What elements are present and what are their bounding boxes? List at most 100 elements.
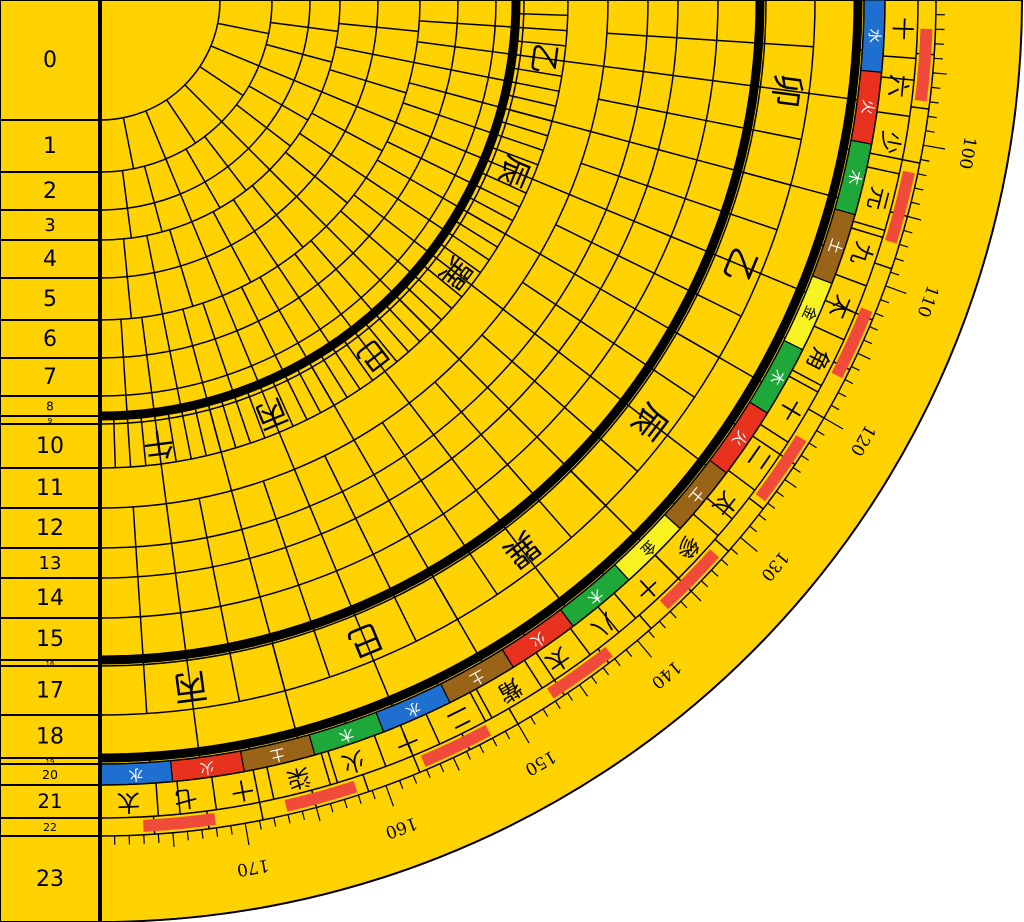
ring-division — [259, 596, 272, 638]
ring-division — [368, 235, 399, 262]
ring-division — [261, 391, 280, 433]
ring-division — [442, 513, 468, 550]
ring-division — [393, 596, 417, 642]
ring-division — [259, 276, 280, 311]
ring-division — [168, 229, 182, 267]
ring-division — [230, 244, 252, 283]
ring-division — [413, 61, 452, 71]
ring-division — [670, 235, 711, 254]
degree-tick — [758, 514, 767, 521]
ring-label: 火 — [198, 758, 215, 777]
ring-division — [220, 451, 233, 491]
ring-division — [372, 53, 414, 64]
cell-divider — [266, 766, 275, 800]
ring-division — [132, 506, 137, 547]
ring-label: 火 — [858, 99, 877, 116]
cell-divider — [311, 366, 335, 406]
ring-division — [600, 288, 636, 310]
degree-tick — [749, 525, 758, 533]
ring-division — [473, 199, 514, 222]
index-cell — [0, 319, 101, 359]
ring-division — [511, 360, 536, 382]
ring-division — [603, 65, 644, 73]
degree-tick — [669, 611, 677, 619]
ring-division — [274, 385, 294, 427]
degree-tick — [201, 829, 204, 839]
ring-division — [137, 576, 142, 617]
ring-division — [378, 318, 410, 353]
ring-division — [334, 352, 361, 390]
index-cell — [0, 835, 101, 922]
degree-tick — [823, 417, 844, 430]
ring-division — [486, 386, 510, 410]
ring-division — [696, 293, 742, 317]
ring-division — [555, 224, 592, 244]
degree-tick — [542, 708, 549, 717]
ring-division — [204, 136, 229, 168]
ring-division — [753, 129, 802, 141]
ring-division — [600, 438, 639, 472]
ring-division — [505, 122, 549, 137]
ring-division — [232, 199, 256, 232]
ring-division — [247, 147, 271, 171]
degree-tick — [880, 299, 890, 304]
ring-division — [606, 32, 647, 37]
ring-division — [760, 86, 809, 95]
degree-tick — [648, 630, 655, 639]
ring-division — [365, 79, 407, 94]
ring-division — [613, 342, 650, 368]
ring-division — [712, 79, 755, 87]
red-band — [420, 724, 492, 767]
ring-division — [633, 220, 672, 238]
cell-divider — [727, 469, 756, 491]
ring-label: 少 — [874, 129, 904, 156]
ring-division — [199, 66, 244, 97]
ring-division — [278, 309, 299, 344]
ring-division — [357, 335, 386, 372]
ring-label: 乙 — [524, 41, 564, 76]
ring-division — [281, 104, 309, 121]
ring-division — [598, 98, 638, 108]
index-label: 16 — [46, 660, 55, 668]
ring-division — [716, 39, 759, 44]
ring-division — [258, 802, 264, 821]
ring-division — [684, 197, 726, 213]
ring-division — [257, 320, 276, 356]
degree-tick — [329, 803, 334, 813]
ring-division — [501, 135, 544, 152]
ring-division — [251, 185, 277, 216]
cell-divider — [882, 55, 916, 60]
ring-division — [408, 402, 435, 436]
ring-division — [469, 553, 498, 595]
ring-division — [335, 570, 354, 611]
index-label: 15 — [36, 627, 64, 652]
ring-division — [353, 439, 375, 475]
ring-label: 卯 — [764, 71, 808, 110]
ring-label: 十 — [888, 17, 915, 41]
degree-tick — [690, 590, 702, 602]
ring-division — [409, 178, 444, 199]
ring-division — [323, 359, 348, 398]
ring-division — [195, 412, 208, 456]
degree-tick — [808, 442, 817, 449]
ring-division — [427, 268, 463, 298]
ring-division — [637, 106, 668, 114]
ring-division — [344, 130, 383, 152]
ring-division — [555, 303, 582, 322]
ring-division — [521, 281, 557, 306]
ring-division — [760, 272, 801, 291]
ring-label: 土 — [268, 744, 286, 764]
ring-division — [408, 534, 431, 572]
ring-division — [140, 421, 147, 466]
ring-division — [182, 308, 194, 346]
ring-division — [539, 253, 575, 275]
ring-division — [434, 381, 462, 413]
ring-division — [869, 152, 903, 161]
ring-division — [258, 65, 295, 82]
ring-division — [397, 198, 430, 221]
index-label: 5 — [43, 287, 57, 312]
index-label: 11 — [36, 476, 64, 501]
ring-division — [205, 256, 224, 296]
red-band — [831, 307, 873, 379]
